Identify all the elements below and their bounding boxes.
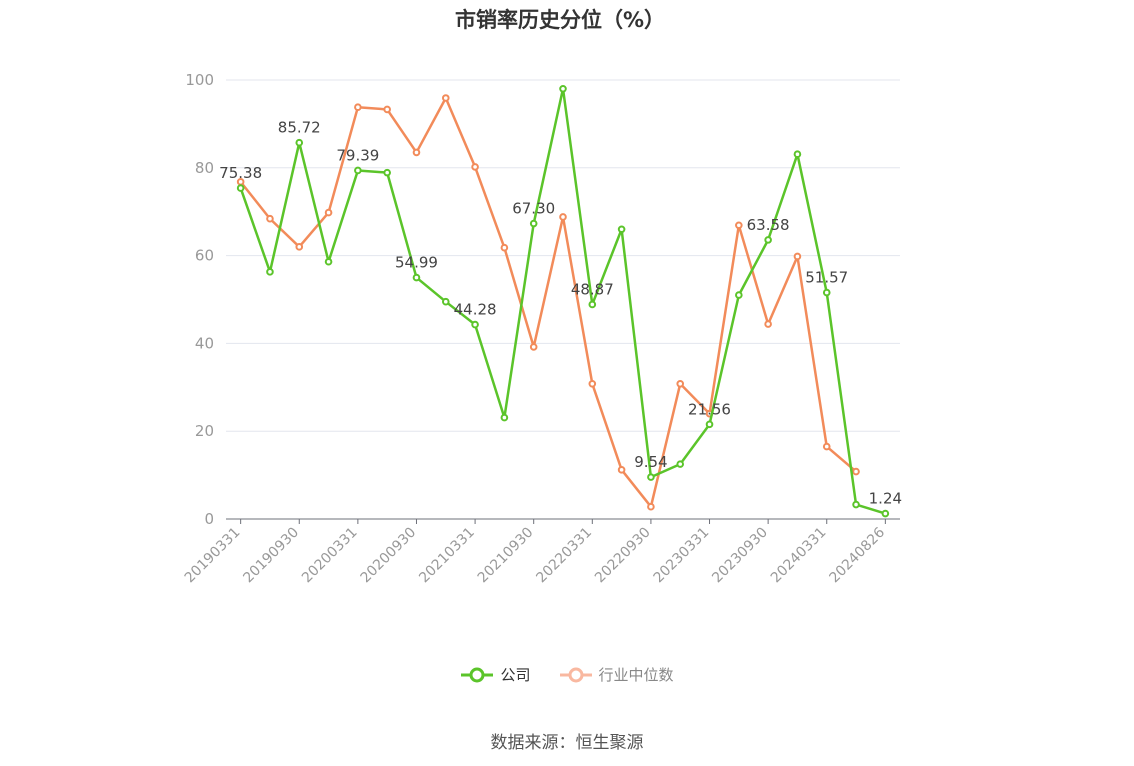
data-point-company [705,420,714,429]
data-label-company: 9.54 [634,453,667,471]
data-point-industry-median [852,467,860,476]
data-point-industry-median [588,379,597,388]
x-tick-label: 20240331 [768,525,830,587]
data-label-company: 79.39 [336,146,379,164]
series-line-industry-median [239,96,857,508]
data-point-industry-median [441,94,450,102]
data-point-industry-median [529,343,538,351]
legend-company-marker-icon [461,667,494,682]
data-point-industry-median [647,502,655,511]
axes: 0 20 40 60 80 100 2019033120190930202003312020… [182,71,900,586]
data-point-industry-median [354,103,362,112]
data-point-company [324,257,333,266]
series-lines [236,84,890,518]
data-point-industry-median [412,148,421,157]
x-tick-label: 20230930 [709,525,771,587]
data-point-company [647,473,655,481]
chart-title: 市销率历史分位（%） [454,8,666,32]
x-tick-label: 20190331 [182,525,244,587]
legend: 公司 行业中位数 [0,664,1134,685]
data-point-company [822,288,831,297]
data-point-company [617,225,626,234]
data-point-company [852,500,860,509]
data-label-company: 85.72 [278,119,321,137]
data-point-company [412,273,421,282]
data-point-industry-median [676,379,685,388]
data-point-company [735,291,743,299]
x-tick-label: 20220930 [592,525,654,587]
data-point-industry-median [295,243,304,251]
legend-item-company[interactable]: 公司 [460,664,531,685]
data-point-industry-median [793,252,802,261]
data-point-industry-median [500,243,509,252]
data-point-company [764,236,772,244]
data-point-company [500,413,509,422]
data-point-company [295,138,304,147]
y-tick-label: 60 [195,247,214,265]
x-tick-label: 20200331 [299,525,361,587]
y-tick-label: 20 [195,422,214,440]
data-point-industry-median [471,163,479,171]
data-point-company [471,320,479,329]
gridlines [226,79,900,432]
y-tick-label: 80 [195,159,214,177]
data-point-company [354,166,362,175]
data-label-company: 63.58 [747,216,790,234]
legend-label-industry-median: 行业中位数 [598,666,674,684]
x-tick-label: 20210930 [475,525,537,587]
data-point-company [529,219,538,228]
x-tick-label: 20220331 [533,525,595,587]
data-point-industry-median [559,213,567,221]
data-point-industry-median [735,221,743,230]
data-point-company [881,509,890,518]
x-tick-label: 20200930 [358,525,420,587]
x-tick-label: 20240826 [826,524,888,586]
data-point-industry-median [764,320,772,328]
data-point-industry-median [324,208,333,217]
data-point-company [793,150,802,158]
data-label-company: 67.30 [512,200,555,218]
data-label-company: 54.99 [395,254,438,272]
data-point-industry-median [266,214,274,223]
y-tick-label: 40 [195,334,214,352]
data-point-company [236,184,245,192]
legend-industry-marker-icon [559,667,592,682]
data-label-company: 51.57 [805,269,848,287]
y-tick-label: 0 [204,510,214,528]
data-label-company: 75.38 [219,164,262,182]
data-labels: 75.38 85.72 79.39 54.99 44.28 67.30 48.87 9.54 2… [219,119,902,508]
x-tick-label: 20230331 [651,525,713,587]
data-label-company: 48.87 [571,280,614,298]
data-label-company: 1.24 [869,490,902,508]
data-point-industry-median [617,466,626,474]
y-tick-label: 100 [185,71,214,89]
data-point-industry-median [822,442,831,451]
data-point-company [266,268,274,276]
data-label-company: 21.56 [688,400,731,418]
data-label-company: 44.28 [454,301,497,319]
legend-item-industry-median[interactable]: 行业中位数 [559,664,674,685]
data-point-company [676,460,685,468]
data-point-company [383,168,391,177]
data-point-company [441,297,450,306]
data-point-industry-median [383,105,391,114]
x-tick-label: 20210331 [416,525,478,587]
x-tick-label: 20190930 [240,525,302,587]
data-source: 数据来源：恒生聚源 [490,733,644,753]
data-point-company [588,300,597,309]
legend-label-company: 公司 [500,666,531,684]
data-point-company [559,84,567,93]
